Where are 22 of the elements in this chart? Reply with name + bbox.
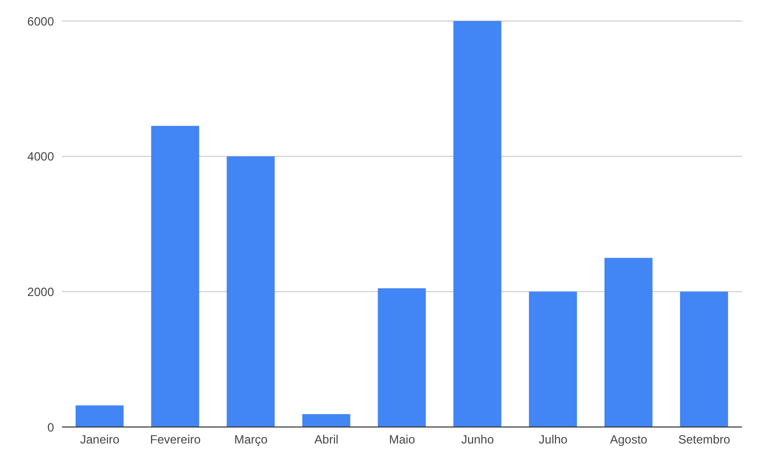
x-tick-label: Agosto (610, 432, 648, 447)
bar (151, 126, 200, 427)
x-tick-label: Setembro (678, 432, 731, 447)
x-tick-label: Março (234, 432, 268, 447)
x-tick-label: Junho (461, 432, 494, 447)
bar (226, 156, 275, 427)
bar (302, 414, 350, 427)
bar (528, 292, 577, 427)
bar (680, 292, 728, 427)
bar (604, 258, 652, 427)
y-tick-label: 0 (47, 420, 54, 434)
bar (76, 405, 124, 427)
x-tick-label: Fevereiro (150, 432, 201, 447)
bar (378, 288, 426, 427)
x-tick-label: Maio (388, 432, 416, 447)
y-tick-label: 6000 (27, 14, 54, 28)
y-tick-label: 4000 (27, 150, 54, 164)
x-tick-label: Abril (314, 432, 338, 447)
x-tick-label: Julho (538, 432, 568, 447)
y-tick-label: 2000 (27, 284, 54, 299)
bar (453, 21, 502, 427)
x-tick-label: Janeiro (80, 432, 120, 447)
